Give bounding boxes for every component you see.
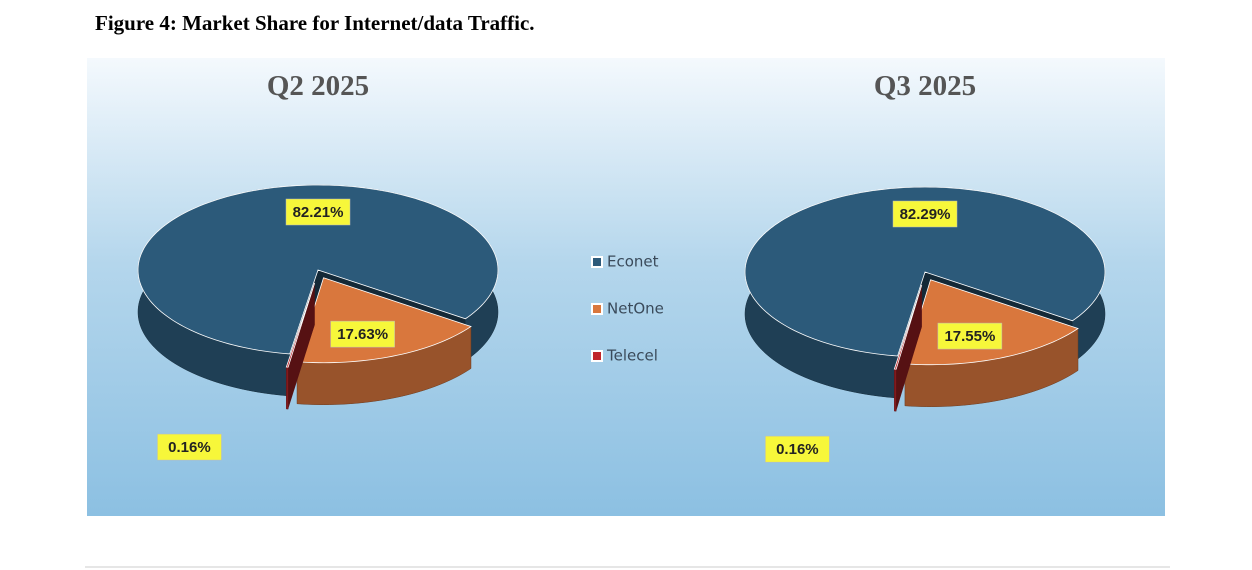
legend-swatch xyxy=(591,303,603,315)
slice-face xyxy=(894,285,922,412)
slice-top xyxy=(137,184,499,355)
data-label-box xyxy=(765,435,830,463)
data-label: 0.16% xyxy=(168,439,211,456)
data-label-box xyxy=(892,200,958,228)
slice-top xyxy=(893,284,923,370)
data-label: 82.29% xyxy=(900,206,951,223)
slice-side xyxy=(894,368,897,412)
legend-swatch xyxy=(591,350,603,362)
chart-title: Q2 2025 xyxy=(267,70,369,102)
slice xyxy=(285,282,316,410)
chart-title: Q3 2025 xyxy=(874,70,976,102)
data-label-box xyxy=(157,433,222,461)
legend-label: Econet xyxy=(607,253,659,271)
data-label: 0.16% xyxy=(776,441,819,458)
slice xyxy=(893,284,923,412)
data-label-box xyxy=(285,198,351,226)
data-label-box xyxy=(937,322,1003,350)
slice-side xyxy=(286,366,289,410)
slice-top xyxy=(744,186,1106,357)
data-label-box xyxy=(330,320,395,348)
data-label: 82.21% xyxy=(293,204,344,221)
data-label: 17.63% xyxy=(337,326,388,343)
legend-label: NetOne xyxy=(607,300,664,318)
slice-top xyxy=(285,282,316,368)
figure-caption: Figure 4: Market Share for Internet/data… xyxy=(95,11,535,35)
legend-label: Telecel xyxy=(606,347,658,365)
legend-swatch xyxy=(591,256,603,268)
data-label: 17.55% xyxy=(944,328,995,345)
slice-face xyxy=(286,283,315,409)
